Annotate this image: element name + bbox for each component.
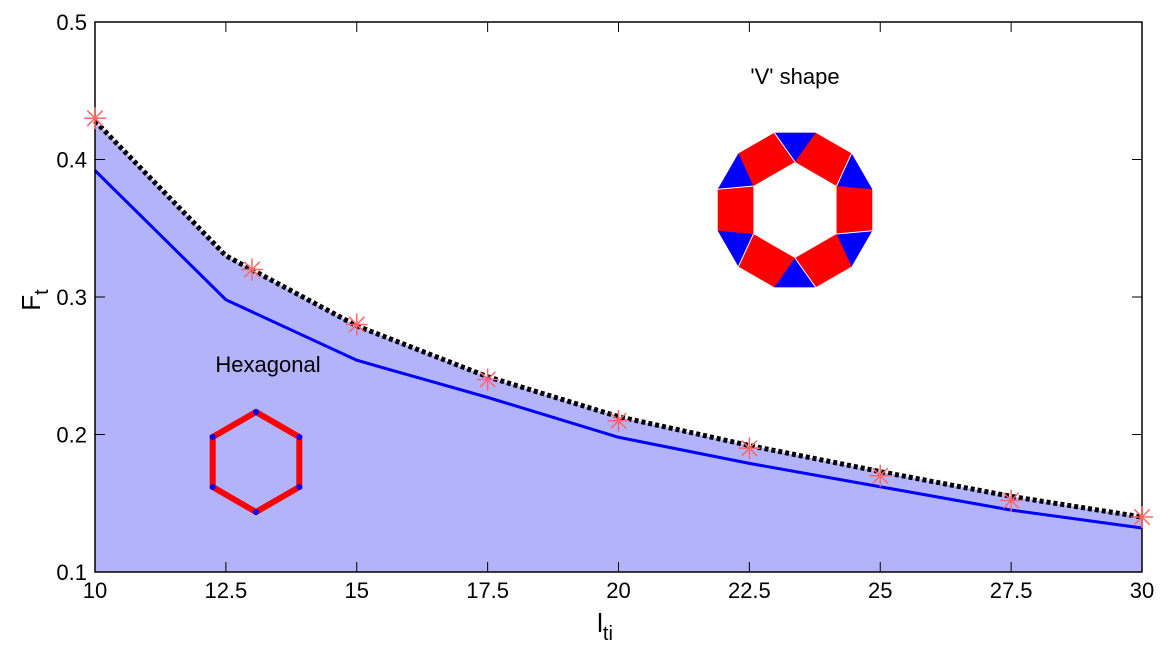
x-tick-label: 17.5 xyxy=(466,578,509,603)
x-tick-label: 12.5 xyxy=(204,578,247,603)
hexagon-vertex xyxy=(209,484,216,490)
v-hole xyxy=(753,162,837,258)
y-label-main: F xyxy=(16,295,46,311)
y-label-sub: t xyxy=(31,289,53,295)
y-axis-label: Ft xyxy=(16,289,53,311)
v-corner xyxy=(717,230,754,267)
v-corner xyxy=(717,153,754,190)
marker-stroke xyxy=(1002,492,1020,509)
marker-stroke xyxy=(243,261,261,278)
y-tick-label: 0.2 xyxy=(56,423,87,448)
marker-stroke xyxy=(1133,508,1151,526)
asterisk-marker xyxy=(1131,506,1153,528)
plot-area xyxy=(93,119,1143,572)
v-corner xyxy=(774,132,816,162)
y-tick-label: 0.4 xyxy=(56,148,87,173)
v-seam xyxy=(836,230,873,235)
v-seam xyxy=(794,257,817,288)
v-seam xyxy=(836,153,853,187)
marker-stroke xyxy=(610,412,627,429)
x-tick-label: 30 xyxy=(1130,578,1154,603)
marker-stroke xyxy=(348,316,365,333)
asterisk-marker xyxy=(607,409,630,432)
area-fill xyxy=(95,121,1142,572)
hexagon-vertex xyxy=(253,409,259,415)
x-axis-label: lti xyxy=(597,608,613,644)
asterisk-marker xyxy=(738,437,761,460)
v-corner xyxy=(836,153,873,190)
marker-stroke xyxy=(86,110,104,127)
y-tick-label: 0.3 xyxy=(56,285,87,310)
asterisk-marker xyxy=(1000,489,1023,512)
asterisk-marker xyxy=(345,313,368,336)
marker-stroke xyxy=(741,440,758,457)
line-series xyxy=(93,169,1143,530)
v-seam xyxy=(717,185,754,190)
annotation: 'V' shape xyxy=(750,64,839,89)
asterisk-marker xyxy=(869,464,892,487)
annotation: Hexagonal xyxy=(215,352,320,377)
asterisk-marker xyxy=(476,368,499,391)
v-corner xyxy=(836,230,873,267)
x-tick-label: 10 xyxy=(83,578,107,603)
x-tick-label: 15 xyxy=(345,578,369,603)
asterisk-marker xyxy=(84,107,106,130)
hexagon-vertex xyxy=(253,509,259,515)
v-seam xyxy=(773,132,796,163)
v-seam xyxy=(737,233,754,267)
hexagon-vertex xyxy=(209,434,216,440)
v-shape-icon xyxy=(717,132,873,288)
x-tick-label: 25 xyxy=(868,578,892,603)
y-tick-label: 0.5 xyxy=(56,10,87,35)
x-tick-label: 27.5 xyxy=(990,578,1033,603)
hexagon-vertex xyxy=(296,434,303,440)
v-corner xyxy=(774,258,816,288)
marker-stroke xyxy=(872,467,889,484)
line-series xyxy=(93,119,1143,520)
x-label-main: l xyxy=(597,608,603,638)
x-tick-label: 22.5 xyxy=(728,578,771,603)
y-tick-label: 0.1 xyxy=(56,560,87,585)
hexagon-icon xyxy=(209,408,303,516)
x-tick-label: 20 xyxy=(606,578,630,603)
asterisk-marker xyxy=(241,258,264,281)
hexagon-vertex xyxy=(296,484,303,490)
marker-stroke xyxy=(479,371,496,388)
x-label-sub: ti xyxy=(603,623,613,644)
